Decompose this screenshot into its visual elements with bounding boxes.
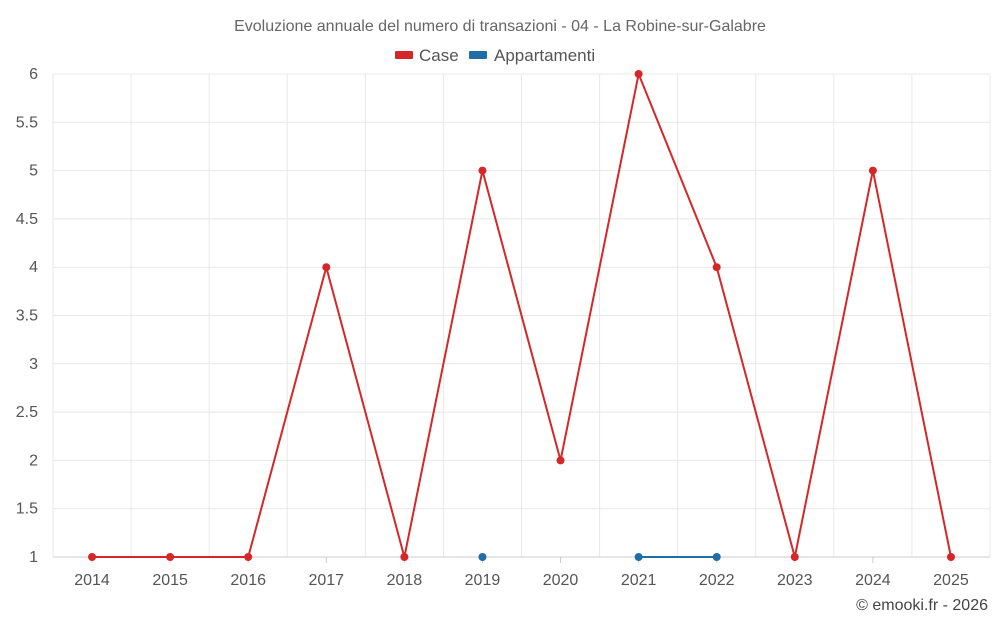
data-point[interactable] [478,553,487,561]
x-tick-label: 2016 [230,572,266,589]
data-point[interactable] [400,553,409,561]
x-tick-label: 2017 [308,572,344,589]
legend: Case Appartamenti [395,46,595,65]
data-point[interactable] [946,553,955,561]
axes: 1 1.5 2 2.5 3 3.5 4 4.5 5 5.5 6 2014 2015 2016 2017 201… [16,66,990,589]
y-tick-label: 4.5 [16,211,38,228]
legend-item-case[interactable]: Case [395,46,459,65]
x-tick-label: 2018 [387,572,423,589]
series-line [92,73,952,558]
legend-swatch-appartamenti [469,51,487,59]
y-tick-label: 1.5 [16,501,38,518]
grid [52,73,991,557]
data-point[interactable] [88,553,97,561]
x-tick-label: 2024 [855,572,891,589]
y-tick-label: 5.5 [16,114,38,131]
chart-title: Evoluzione annuale del numero di transaz… [234,18,766,35]
credit-text: © emooki.fr - 2026 [856,597,988,614]
x-tick-label: 2025 [933,572,969,589]
x-tick-label: 2014 [74,572,110,589]
x-tick-label: 2022 [699,572,735,589]
data-point[interactable] [634,553,643,561]
y-tick-label: 4 [29,259,38,276]
y-tick-label: 5 [29,163,38,180]
data-point[interactable] [712,553,721,561]
data-point[interactable] [790,553,799,561]
y-tick-label: 2 [29,452,38,469]
data-point[interactable] [166,553,175,561]
y-tick-label: 3.5 [16,308,38,325]
x-tick-label: 2015 [152,572,188,589]
data-point[interactable] [478,166,487,175]
data-point[interactable] [322,263,331,272]
x-tick-label: 2021 [621,572,657,589]
series-1 [478,553,721,561]
y-tick-label: 2.5 [16,404,38,421]
data-point[interactable] [244,553,253,561]
legend-label-case: Case [419,46,459,65]
y-tick-label: 6 [29,66,38,83]
x-tick-label: 2020 [543,572,579,589]
x-tick-label: 2019 [465,572,501,589]
legend-label-appartamenti: Appartamenti [494,46,595,65]
data-point[interactable] [634,70,643,78]
data-point[interactable] [868,166,877,175]
legend-item-appartamenti[interactable]: Appartamenti [469,46,595,65]
y-tick-label: 1 [29,549,38,566]
x-tick-label: 2023 [777,572,813,589]
y-tick-label: 3 [29,356,38,373]
data-point[interactable] [556,456,565,465]
legend-swatch-case [395,51,413,59]
series-group [88,70,955,561]
series-0 [88,70,955,561]
data-point[interactable] [712,263,721,272]
